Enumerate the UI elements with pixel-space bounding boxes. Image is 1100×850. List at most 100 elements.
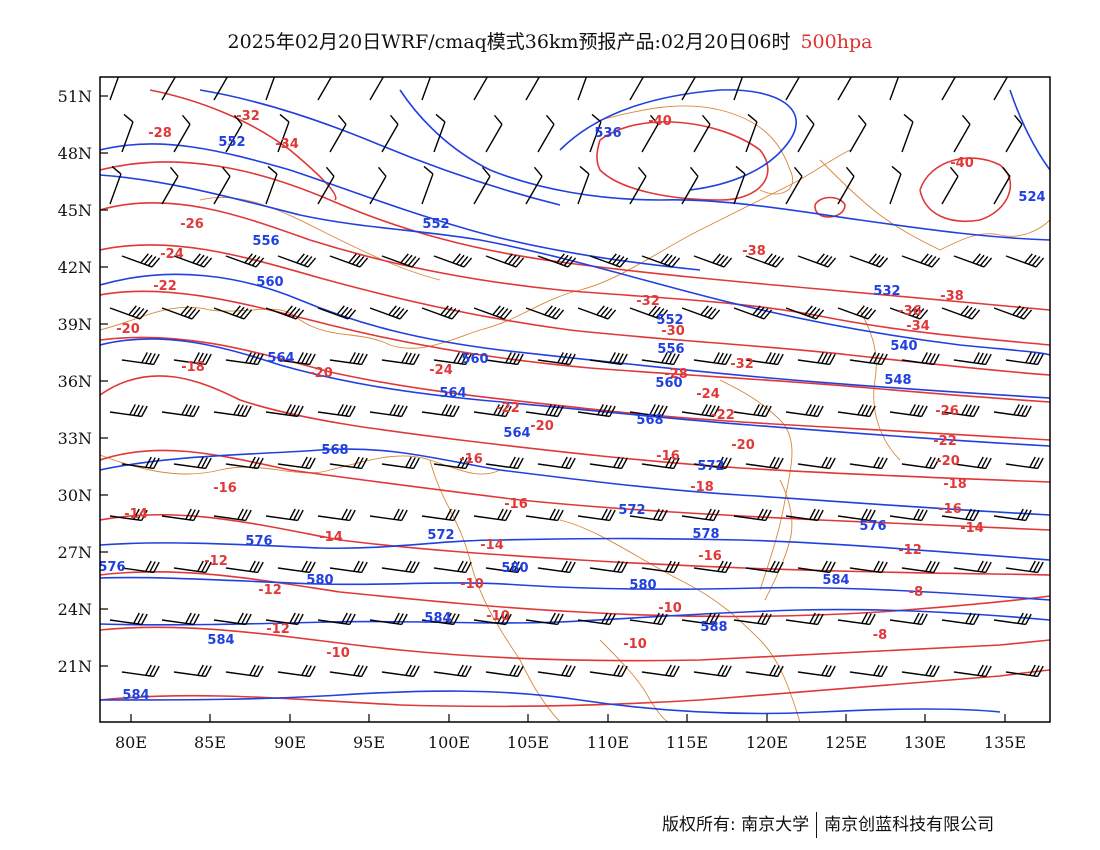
wind-barb: [369, 508, 408, 522]
wind-barb: [173, 114, 191, 153]
wind-barb: [733, 305, 773, 320]
wind-barb: [1005, 456, 1044, 470]
wind-barb: [849, 114, 867, 153]
temperature-label: -14: [319, 530, 343, 545]
wind-barb: [993, 612, 1032, 626]
temperature-label: -10: [623, 637, 647, 652]
height-contour: [1009, 89, 1050, 171]
lon-label: 135E: [984, 733, 1026, 752]
temperature-label: -40: [648, 114, 672, 129]
wind-barb: [121, 664, 160, 678]
wind-barb: [1005, 114, 1023, 153]
lat-label: 48N: [58, 144, 92, 163]
height-contour: [559, 89, 797, 191]
height-label: 552: [656, 313, 683, 328]
latitude-axis: 51N 48N 45N 42N 39N 36N 33N 30N 27N 24N 21N: [58, 87, 108, 676]
wind-barb: [213, 612, 252, 626]
wind-barb: [525, 77, 543, 101]
lat-label: 51N: [58, 87, 92, 106]
lon-label: 105E: [507, 733, 549, 752]
wind-barb: [1005, 352, 1044, 366]
wind-barb: [785, 404, 824, 418]
temperature-label: -36: [898, 304, 922, 319]
wind-barb: [225, 253, 265, 268]
wind-barb: [173, 456, 212, 470]
height-label: 576: [245, 534, 272, 549]
wind-barb: [161, 404, 200, 418]
temperature-label: -26: [180, 217, 204, 232]
wind-barb: [225, 560, 264, 574]
wind-barb: [629, 305, 669, 320]
wind-barb: [121, 253, 161, 268]
wind-barb: [745, 560, 784, 574]
lon-label: 85E: [194, 733, 226, 752]
wind-barb: [577, 305, 617, 320]
wind-barb: [1005, 664, 1044, 678]
lon-label: 120E: [746, 733, 788, 752]
temperature-label: -20: [530, 419, 554, 434]
temperature-label: -38: [742, 244, 766, 259]
wind-barb: [901, 352, 940, 366]
border-line: [859, 309, 901, 461]
wind-barb: [993, 404, 1032, 418]
wind-barb: [265, 508, 304, 522]
wind-barb: [485, 456, 524, 470]
height-label: 572: [697, 459, 724, 474]
wind-barb: [681, 508, 720, 522]
wind-barb: [641, 114, 659, 153]
temperature-label: -20: [309, 366, 333, 381]
wind-barb: [641, 664, 680, 678]
map-area: -28-32-34-40-40-26-38-24-22-32 -38-36-20-…: [100, 77, 1050, 722]
wind-barb: [369, 305, 409, 320]
wind-barb: [277, 456, 316, 470]
temperature-isotherm: [100, 626, 1050, 662]
wind-barb: [265, 612, 304, 626]
height-label: 540: [890, 339, 917, 354]
wind-barb: [589, 664, 628, 678]
wind-barb: [109, 612, 148, 626]
temperature-isotherm: [100, 513, 1050, 576]
height-label: 556: [252, 234, 279, 249]
temperature-label: -16: [213, 481, 237, 496]
lat-label: 30N: [58, 486, 92, 505]
temperature-label: -16: [459, 452, 483, 467]
lon-label: 115E: [666, 733, 708, 752]
wind-barb: [525, 404, 564, 418]
temperature-label: -14: [124, 507, 148, 522]
footer-company: 南京创蓝科技有限公司: [824, 815, 995, 835]
wind-barb: [849, 253, 889, 268]
wind-barb: [693, 560, 732, 574]
wind-barb: [173, 352, 212, 366]
height-contour: [100, 338, 1050, 447]
height-contour: [100, 143, 701, 271]
wind-barb: [277, 560, 316, 574]
temperature-isotherm: [100, 161, 1050, 311]
wind-barb: [641, 352, 680, 366]
wind-barb: [577, 165, 590, 205]
temperature-isotherm: [919, 157, 1012, 222]
lon-label: 130E: [904, 733, 946, 752]
wind-barb: [421, 305, 461, 320]
temperature-label: -24: [696, 387, 720, 402]
temperature-label: -10: [486, 609, 510, 624]
height-label: 564: [503, 426, 530, 441]
wind-barb: [681, 612, 720, 626]
wind-barb: [537, 114, 555, 153]
wind-barb: [797, 560, 836, 574]
wind-barb: [265, 165, 278, 205]
temperature-label: -22: [153, 279, 177, 294]
wind-barb: [329, 560, 368, 574]
height-label: 564: [439, 386, 466, 401]
wind-barb: [173, 664, 212, 678]
height-label: 532: [873, 284, 900, 299]
wind-barb: [473, 166, 491, 205]
height-label: 560: [461, 352, 488, 367]
temperature-label: -34: [906, 319, 930, 334]
wind-barb: [161, 305, 201, 320]
wind-barb: [941, 305, 981, 320]
wind-barb: [525, 508, 564, 522]
wind-barb: [629, 166, 647, 205]
wind-barb: [161, 612, 200, 626]
wind-barb: [797, 352, 836, 366]
height-label: 568: [321, 443, 348, 458]
